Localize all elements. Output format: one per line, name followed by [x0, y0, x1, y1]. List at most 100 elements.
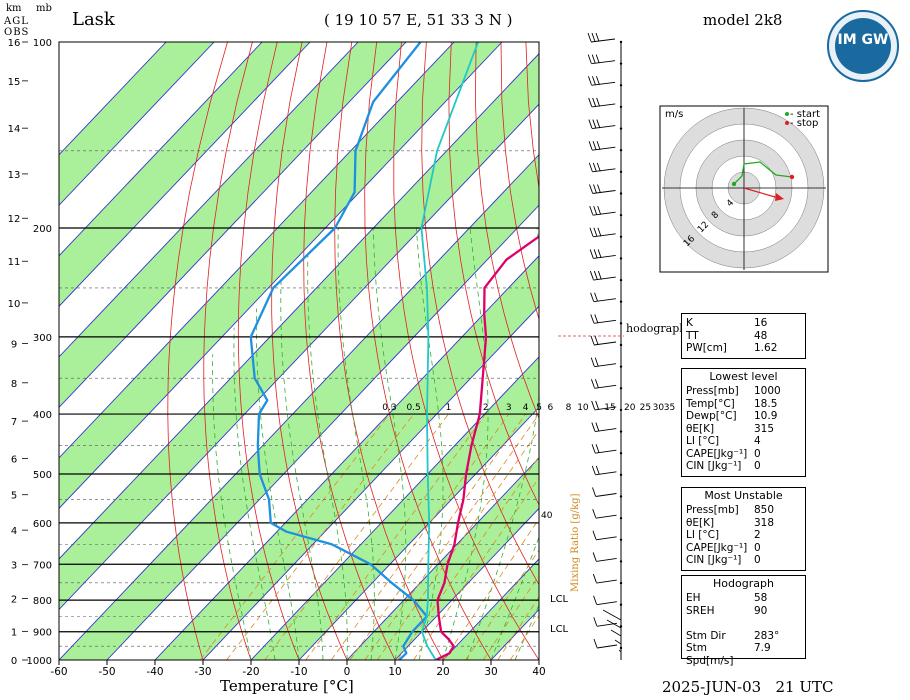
index-row: PW[cm] 1.62 — [682, 342, 805, 355]
barb-shaft — [595, 536, 617, 541]
index-value: 0 — [754, 541, 761, 554]
wind-level-dot — [619, 603, 623, 606]
index-row: LI [°C] 2 — [682, 529, 805, 542]
barb-feather — [592, 141, 597, 150]
index-name: Dewp[°C] — [686, 410, 737, 422]
mixing-ratio-line — [349, 413, 526, 660]
wind-barb — [591, 379, 623, 390]
barb-feather — [587, 54, 592, 64]
barb-feather — [594, 292, 598, 302]
wind-level-dot — [619, 322, 623, 325]
pressure-tick-label: 600 — [33, 519, 52, 530]
barb-shaft — [596, 601, 617, 606]
pressure-tick-label: 400 — [33, 410, 52, 421]
isotherm-band — [59, 53, 539, 610]
barb-feather — [591, 32, 596, 42]
dry-adiabat — [500, 42, 539, 321]
wind-barb — [589, 205, 623, 217]
imgw-logo: IM GW — [827, 10, 899, 82]
wind-barb — [592, 552, 623, 563]
index-name: TT — [686, 329, 699, 342]
height-tick-label: 4 — [11, 526, 17, 537]
index-name: CAPE[Jkg⁻¹] — [686, 447, 748, 460]
mixing-ratio-label: 3 — [506, 403, 512, 413]
barb-feather — [591, 444, 596, 453]
isotherm — [59, 42, 263, 257]
wind-level-dot — [619, 300, 623, 303]
wind-level-dot — [619, 365, 623, 368]
wind-barb — [591, 444, 623, 455]
temperature-tick-label: -10 — [290, 666, 307, 678]
index-value: 7.9 — [754, 642, 771, 654]
barb-shaft — [602, 609, 622, 621]
barb-feather — [591, 400, 596, 410]
lowest-level-title: Lowest level — [709, 370, 778, 383]
barb-feather — [594, 357, 599, 367]
isotherm — [59, 42, 167, 156]
barb-feather — [591, 54, 596, 64]
index-name: CIN [Jkg⁻¹] — [686, 460, 742, 472]
wind-barb — [588, 97, 623, 109]
height-tick-label: 6 — [11, 454, 17, 465]
index-name: CIN [Jkg⁻¹] — [686, 554, 742, 566]
pressure-tick-label: 100 — [33, 38, 52, 49]
barb-shaft — [595, 514, 617, 519]
dewpoint-profile — [249, 42, 428, 660]
wind-level-dot — [619, 495, 623, 498]
hodograph-ring-label: 8 — [710, 210, 721, 221]
temperature-profile — [435, 235, 539, 660]
index-value: 318 — [754, 516, 775, 529]
isotherm — [202, 305, 539, 660]
wind-barb — [593, 595, 623, 606]
wind-level-dot — [619, 560, 623, 563]
pressure-tick-label: 300 — [33, 333, 52, 344]
mb-axis-label: mb — [36, 3, 52, 14]
temperature-tick-label: -20 — [242, 666, 259, 678]
barb-feather — [593, 638, 598, 648]
legend-start-marker — [785, 112, 789, 116]
barb-feather — [595, 32, 600, 42]
height-tick-label: 3 — [11, 561, 17, 572]
barb-feather — [592, 508, 597, 518]
pressure-tick-label: 900 — [33, 628, 52, 639]
dry-adiabat — [271, 42, 348, 660]
barb-feather — [589, 184, 593, 194]
barb-feather — [590, 357, 595, 367]
mixing-ratio-label: 35 — [664, 403, 675, 413]
barb-shaft — [610, 629, 622, 637]
moist-adiabat — [307, 253, 348, 660]
wind-level-dot — [619, 127, 623, 130]
legend-stop-marker — [785, 121, 789, 125]
barb-feather — [595, 400, 600, 410]
barb-feather — [591, 379, 595, 388]
x-axis-title: Temperature [°C] — [220, 677, 354, 695]
index-row: θE[K] 318 — [682, 517, 805, 530]
wind-level-dot — [619, 625, 623, 628]
wind-barb — [589, 270, 623, 282]
wind-level-dot — [619, 473, 623, 477]
parcel-profile — [420, 42, 479, 660]
most-unstable-title: Most Unstable — [704, 489, 783, 502]
wind-level-dot — [619, 192, 623, 195]
indices-top-table: K 16 TT 48 PW[cm] 1.62 — [681, 313, 806, 359]
barb-feather — [595, 465, 600, 475]
index-value: 16 — [754, 317, 768, 329]
index-row: K 16 — [682, 317, 805, 330]
height-tick-label: 16 — [8, 38, 21, 49]
wind-barb — [591, 422, 623, 433]
barb-feather — [592, 552, 597, 562]
isotherm — [59, 42, 455, 459]
height-tick-label: 12 — [8, 214, 21, 225]
wind-level-dot — [619, 646, 623, 650]
wind-level-dot — [619, 40, 623, 44]
wind-barbs — [558, 32, 624, 660]
wind-barb — [589, 227, 623, 238]
barb-feather — [592, 76, 596, 85]
index-value: 2 — [754, 529, 761, 541]
moist-adiabat — [280, 276, 324, 660]
barb-feather — [590, 314, 595, 324]
barb-feather — [588, 119, 593, 129]
temperature-tick-label: -30 — [194, 666, 211, 678]
barb-feather — [589, 270, 594, 280]
